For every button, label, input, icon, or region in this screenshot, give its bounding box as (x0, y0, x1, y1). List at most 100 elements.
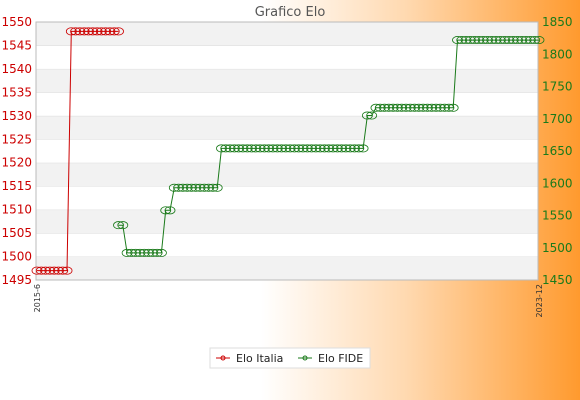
right-tick-label: 1450 (542, 273, 573, 287)
plot-border (35, 21, 539, 281)
right-tick-label: 1500 (542, 241, 573, 255)
data-point-elo-fide (486, 36, 498, 45)
data-point-elo-italia (31, 266, 43, 275)
data-point-elo-fide (336, 144, 348, 153)
left-tick-label: 1510 (1, 203, 32, 217)
left-tick-label: 1545 (1, 38, 32, 52)
data-point-elo-fide (383, 103, 395, 112)
left-tick-label: 1505 (1, 226, 32, 240)
data-point-elo-fide (190, 183, 202, 192)
data-point-elo-fide (494, 36, 506, 45)
grid-band (36, 256, 538, 280)
data-point-elo-fide (525, 36, 536, 45)
data-point-elo-fide (228, 144, 240, 153)
data-point-elo-fide (267, 144, 279, 153)
legend-label-elo-italia: Elo Italia (236, 352, 283, 365)
data-point-elo-fide (520, 36, 532, 45)
data-point-elo-fide (456, 36, 468, 45)
data-point-elo-fide (194, 183, 206, 192)
data-point-elo-fide (125, 248, 137, 257)
data-point-elo-fide (503, 36, 515, 45)
data-point-elo-fide (310, 144, 322, 153)
data-point-elo-fide (516, 36, 528, 45)
data-point-elo-italia (95, 27, 107, 36)
grid-band (36, 233, 538, 257)
right-tick-label: 1650 (542, 144, 573, 158)
data-point-elo-fide (464, 36, 476, 45)
data-point-elo-fide (297, 144, 309, 153)
data-point-elo-fide (177, 183, 189, 192)
data-point-elo-fide (430, 103, 442, 112)
data-point-elo-fide (314, 144, 326, 153)
data-point-elo-fide (387, 103, 399, 112)
grid-band (36, 92, 538, 116)
data-point-elo-fide (529, 36, 541, 45)
data-point-elo-fide (224, 144, 236, 153)
data-point-elo-italia (74, 27, 86, 36)
data-point-elo-fide (477, 36, 489, 45)
data-point-elo-fide (289, 144, 300, 153)
data-point-elo-fide (447, 103, 459, 112)
data-point-elo-fide (134, 248, 146, 257)
data-point-elo-fide (164, 206, 176, 215)
right-tick-label: 1600 (542, 176, 573, 190)
left-tick-label: 1525 (1, 132, 32, 146)
data-point-elo-fide (460, 36, 472, 45)
right-tick-label: 1550 (542, 209, 573, 223)
data-point-elo-fide (233, 144, 245, 153)
right-tick-label: 1750 (542, 80, 573, 94)
right-tick-label: 1700 (542, 112, 573, 126)
x-tick-label: 2023-12 (535, 284, 544, 317)
data-point-elo-fide (417, 103, 429, 112)
data-point-elo-fide (482, 36, 493, 45)
grid-band (36, 115, 538, 140)
data-point-elo-fide (507, 36, 519, 45)
left-tick-label: 1535 (1, 85, 32, 99)
data-point-elo-italia (100, 27, 112, 36)
data-point-elo-fide (220, 144, 232, 153)
data-point-elo-italia (87, 27, 99, 36)
data-point-elo-fide (306, 144, 317, 153)
data-point-elo-fide (280, 144, 292, 153)
data-point-elo-fide (138, 248, 150, 257)
data-point-elo-italia (48, 266, 60, 275)
data-point-elo-italia (65, 27, 77, 36)
data-point-elo-fide (434, 103, 446, 112)
grid-band (36, 22, 538, 46)
data-point-elo-fide (284, 144, 296, 153)
data-point-elo-italia (40, 266, 51, 275)
legend: Elo Italia Elo FIDE (209, 347, 371, 369)
data-point-elo-fide (452, 36, 463, 45)
left-tick-label: 1550 (1, 15, 32, 29)
grid-layer (36, 21, 538, 280)
data-point-elo-italia (108, 27, 120, 36)
data-point-elo-fide (413, 103, 425, 112)
grid-band (36, 139, 538, 163)
data-point-elo-fide (246, 144, 257, 153)
data-point-elo-fide (168, 183, 180, 192)
left-tick-label: 1540 (1, 62, 32, 76)
data-point-elo-fide (469, 36, 481, 45)
data-point-elo-fide (344, 144, 356, 153)
data-point-elo-fide (443, 103, 455, 112)
data-point-elo-italia (113, 27, 124, 36)
data-point-elo-fide (151, 248, 163, 257)
right-tick-label: 1800 (542, 47, 573, 61)
data-point-elo-fide (113, 221, 124, 230)
data-point-elo-fide (439, 103, 451, 112)
data-point-elo-fide (422, 103, 433, 112)
data-point-elo-fide (409, 103, 420, 112)
legend-marker-elo-italia (220, 355, 226, 361)
data-point-elo-italia (78, 27, 90, 36)
data-point-elo-fide (121, 248, 133, 257)
data-point-elo-fide (366, 111, 378, 120)
data-point-elo-fide (263, 144, 275, 153)
grid-band (36, 45, 538, 69)
data-point-elo-fide (160, 206, 172, 215)
grid-band (36, 186, 538, 210)
data-point-elo-fide (293, 144, 305, 153)
grid-band (36, 68, 538, 93)
data-point-elo-fide (117, 221, 129, 230)
data-point-elo-italia (91, 27, 103, 36)
